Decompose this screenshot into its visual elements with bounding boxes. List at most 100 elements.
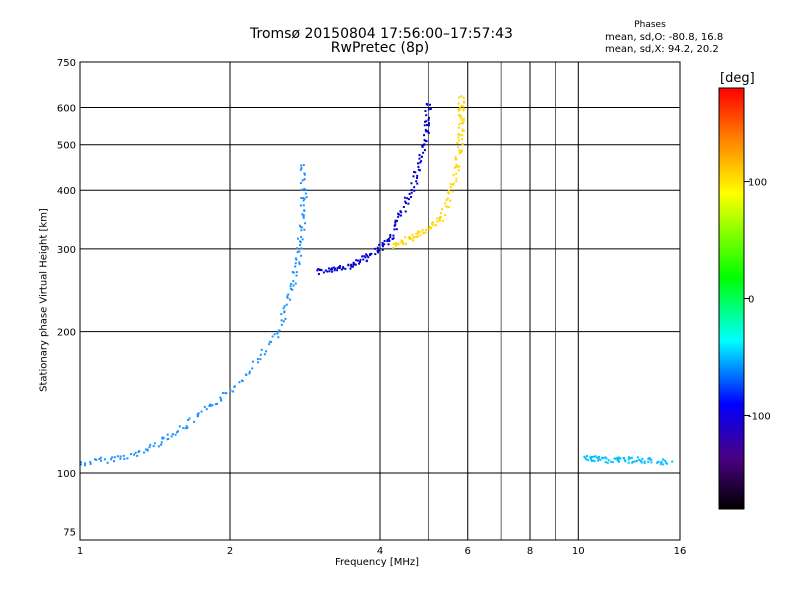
data-point [423,134,426,137]
data-point [623,459,626,462]
data-point [374,247,377,250]
data-point [419,230,422,233]
data-point [197,412,200,415]
data-point [455,163,458,166]
data-point [420,160,423,163]
data-point [322,271,325,274]
data-point [423,139,426,142]
data-point [415,180,418,183]
data-point [421,144,424,147]
data-point [425,140,428,143]
data-point [584,456,587,459]
data-point [663,459,666,462]
data-point [103,458,106,461]
data-point [381,241,384,244]
data-point [303,178,306,181]
data-point [352,261,355,264]
data-point [417,168,420,171]
data-point [303,172,306,175]
data-point [649,458,652,461]
data-point [453,166,456,169]
data-point [425,114,428,117]
data-point [402,243,405,246]
data-point [457,169,460,172]
data-point [404,200,407,203]
data-point [361,255,364,258]
data-point [280,323,283,326]
data-point [416,182,419,185]
data-point [134,451,137,454]
data-point [283,310,286,313]
data-point [299,204,302,207]
data-point [411,233,414,236]
data-point [412,175,415,178]
data-point [251,367,254,370]
data-point [160,441,163,444]
data-point [602,457,605,460]
data-point [458,123,461,126]
data-point [591,455,594,458]
data-point [462,96,465,99]
data-point [300,226,303,229]
data-point [383,240,386,243]
colorbar-tick-label: -100 [748,411,771,422]
data-point [455,180,458,183]
data-point [457,146,460,149]
data-point [605,457,608,460]
data-point [411,239,414,242]
data-point [388,239,391,242]
y-tick-label: 100 [57,469,76,480]
data-point [303,228,306,231]
data-point [299,226,302,229]
data-point [415,236,418,239]
data-point [344,267,347,270]
data-point [185,425,188,428]
data-point [392,234,395,237]
data-point [441,208,444,211]
data-point [270,340,273,343]
data-point [429,107,432,110]
data-point [427,108,430,111]
data-point [300,167,303,170]
data-point [394,244,397,247]
data-point [299,244,302,247]
data-point [445,205,448,208]
data-point [300,164,303,167]
data-point [647,457,650,460]
data-point [177,430,180,433]
data-point [604,456,607,459]
data-point [593,460,596,463]
data-point [301,238,304,241]
data-point [176,431,179,434]
data-point [601,456,604,459]
data-point [457,136,460,139]
data-point [148,446,151,449]
data-point [219,396,222,399]
data-point [457,126,460,129]
data-point [456,165,459,168]
data-point [303,197,306,200]
data-point [259,358,262,361]
data-point [294,265,297,268]
data-point [283,305,286,308]
data-point [427,118,430,121]
data-point [404,202,407,205]
data-point [408,192,411,195]
data-point [397,213,400,216]
data-point [355,259,358,262]
data-point [422,232,425,235]
data-point [356,259,359,262]
data-point [428,228,431,231]
data-point [400,211,403,214]
data-point [126,457,129,460]
data-point [428,122,431,125]
data-point [394,242,397,245]
chart-title: Tromsø 20150804 17:56:00–17:57:43 [250,26,513,42]
data-point [299,168,302,171]
data-point [393,224,396,227]
data-point [342,266,345,269]
data-point [291,288,294,291]
data-point [424,110,427,113]
data-point [460,118,463,121]
data-point [299,240,302,243]
